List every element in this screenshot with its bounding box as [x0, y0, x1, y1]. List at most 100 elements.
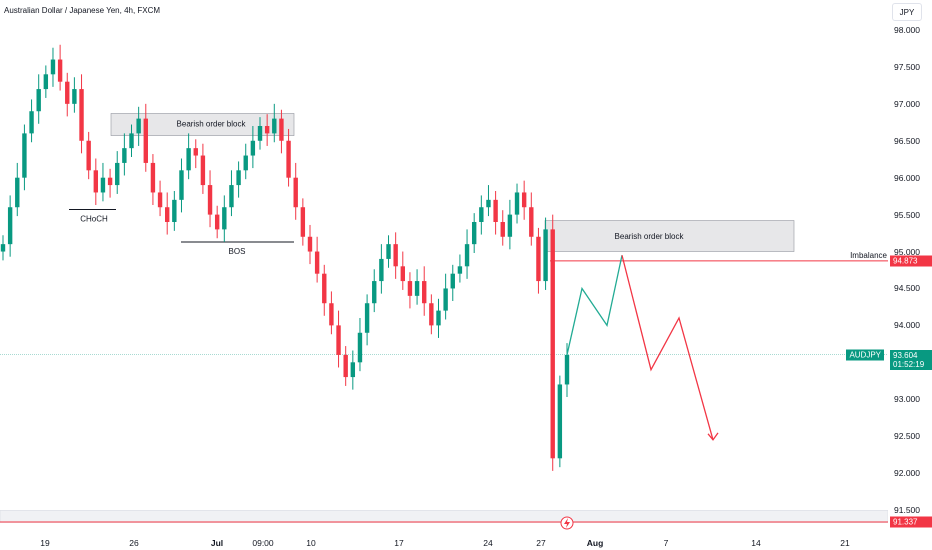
candle-body	[336, 325, 341, 355]
price-scale[interactable]: 98.000 97.500 97.000 96.500 96.000 95.500 95.0…	[888, 0, 932, 536]
last-price-tag: 93.604 01:52:19	[890, 349, 932, 370]
candle-body	[464, 244, 470, 267]
time-scale[interactable]: 19 26 Jul 09:00 10 17 24 27 Aug 7 14 21	[0, 536, 888, 550]
candle-body	[29, 111, 34, 134]
last-price-value: 93.604	[893, 350, 918, 360]
price-tick-label: 96.500	[894, 135, 920, 146]
candle-body	[450, 273, 455, 289]
candle	[293, 162, 298, 220]
candle-body	[179, 170, 184, 200]
candle-body	[422, 281, 427, 304]
candle	[264, 114, 270, 146]
candle-body	[57, 59, 63, 82]
candle-body	[329, 303, 334, 326]
candle-body	[93, 170, 99, 193]
zones: Bearish order block Bearish order block Im…	[69, 113, 888, 262]
price-tick-label: 93.000	[894, 394, 920, 405]
candle-body	[43, 74, 49, 90]
candle	[272, 103, 277, 143]
candle	[536, 227, 541, 294]
candle	[207, 170, 213, 228]
candle	[36, 74, 41, 124]
gridlines	[0, 354, 888, 530]
time-tick-label: Aug	[586, 538, 604, 548]
candle-body	[322, 273, 327, 304]
candle-body	[350, 362, 356, 378]
candle	[514, 183, 520, 224]
candle-body	[564, 354, 570, 385]
bos-label: BOS	[229, 247, 246, 256]
candle	[307, 224, 313, 265]
candle	[543, 217, 548, 290]
time-tick-label: Jul	[210, 538, 224, 548]
candle	[29, 99, 34, 143]
time-tick-label: 24	[483, 538, 493, 548]
candle-body	[507, 214, 513, 237]
candle-body	[86, 140, 91, 171]
order-block-zone	[544, 220, 795, 252]
time-tick-label: 14	[751, 538, 761, 548]
candle	[150, 154, 156, 206]
candle-body	[443, 288, 448, 311]
time-tick-label: 09:00	[252, 538, 274, 548]
price-tick-label: 92.000	[894, 468, 920, 479]
symbol-tag: AUDJPY	[846, 349, 884, 361]
candle	[279, 109, 284, 154]
currency-button[interactable]: JPY	[892, 3, 922, 21]
candle-body	[22, 133, 27, 178]
candle-body	[122, 148, 127, 163]
candle-body	[214, 214, 220, 230]
candle-body	[264, 126, 270, 134]
candle	[7, 195, 13, 257]
candle-body	[72, 89, 77, 104]
candle	[450, 264, 455, 302]
candle	[372, 269, 377, 313]
candle	[322, 264, 327, 316]
candle	[200, 143, 206, 194]
price-tick-label: 91.500	[894, 505, 920, 515]
candle-body	[307, 236, 313, 252]
candle-body	[143, 118, 148, 163]
candle	[429, 294, 434, 335]
candle-body	[357, 332, 363, 363]
candle	[493, 190, 498, 235]
candle-body	[65, 81, 70, 104]
candle	[300, 198, 306, 246]
choch-label: CHoCH	[80, 214, 108, 223]
candle-body	[250, 140, 256, 156]
candle-body	[536, 236, 541, 282]
candle-body	[479, 207, 484, 222]
candle-body	[557, 384, 563, 459]
candle-body	[400, 266, 405, 282]
chart-canvas[interactable]: Bearish order block Bearish order block Im…	[0, 0, 888, 536]
candle	[65, 72, 70, 117]
candle	[414, 269, 420, 305]
candle-body	[193, 148, 198, 156]
candle-body	[129, 133, 134, 149]
candle	[214, 205, 220, 239]
candle-body	[15, 177, 20, 208]
time-tick-label: 10	[306, 538, 316, 548]
candle	[400, 251, 405, 290]
candle	[343, 346, 348, 386]
order-block-zone	[110, 113, 295, 136]
candle-body	[279, 118, 284, 141]
price-tick-label: 96.000	[894, 172, 920, 183]
bolt-icon[interactable]	[560, 516, 574, 530]
candle-body	[300, 207, 306, 237]
candle-body	[200, 155, 206, 186]
candle	[557, 375, 563, 468]
imbalance-label: Imbalance	[850, 251, 887, 260]
drawings	[566, 255, 719, 441]
candle	[222, 195, 227, 242]
candle-body	[314, 251, 320, 274]
candle-body	[272, 118, 277, 134]
projection-up-path	[566, 255, 623, 356]
bolt-icon-glyph	[564, 518, 570, 528]
candle-body	[550, 229, 555, 459]
candle	[457, 254, 463, 283]
candle	[486, 185, 491, 217]
candle-body	[414, 281, 420, 296]
candle	[22, 124, 27, 191]
candle	[229, 170, 234, 217]
